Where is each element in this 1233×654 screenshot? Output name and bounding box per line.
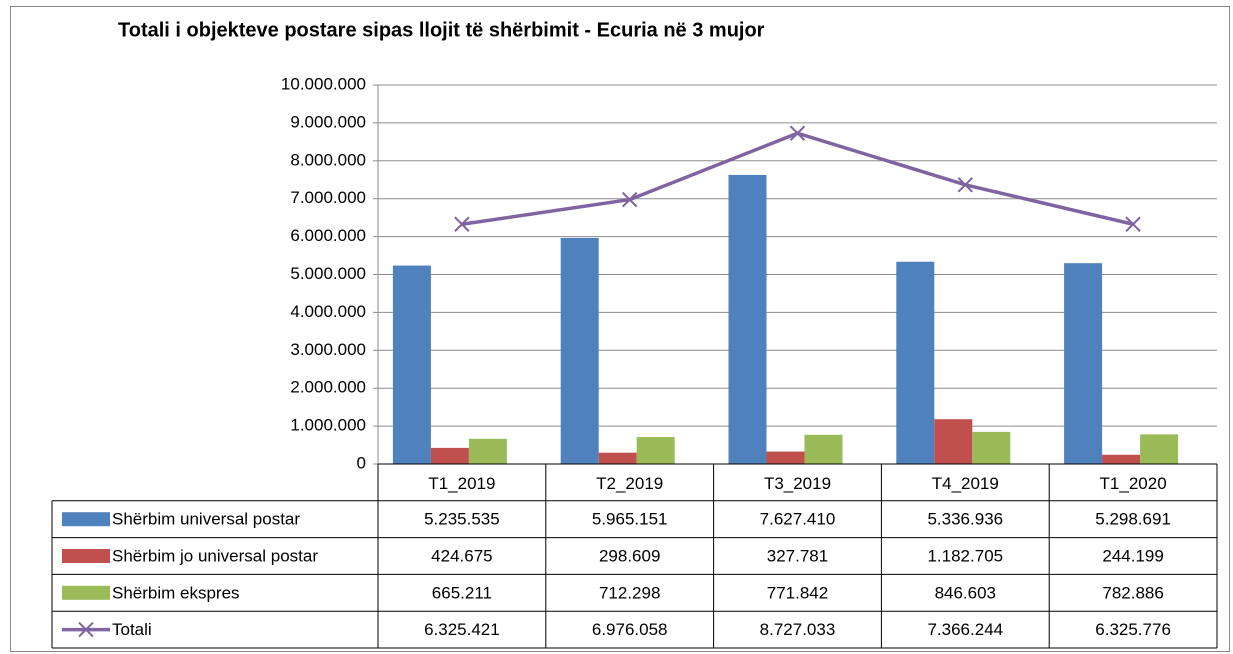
table-value: 712.298 [599,583,660,602]
table-value: 298.609 [599,546,660,565]
table-value: 6.325.776 [1095,620,1171,639]
bar [896,261,935,464]
y-tick-label: 7.000.000 [290,188,366,207]
y-tick-label: 6.000.000 [290,226,366,245]
marker [621,191,638,208]
legend-key [62,585,110,600]
bar [766,451,805,464]
chart-title: Totali i objekteve postare sipas llojit … [118,19,765,41]
bar [1102,454,1141,464]
y-tick-label: 5.000.000 [290,264,366,283]
x-tick-label: T1_2020 [1100,474,1167,493]
y-tick-label: 2.000.000 [290,378,366,397]
legend-key [62,512,110,527]
table-value: 7.366.244 [927,620,1003,639]
bar [972,431,1011,464]
x-tick-label: T2_2019 [596,474,663,493]
y-tick-label: 4.000.000 [290,302,366,321]
bar [430,447,469,464]
bar [392,265,431,464]
marker [957,177,974,193]
marker [1125,216,1141,232]
y-tick-label: 8.000.000 [290,150,366,169]
y-tick-label: 9.000.000 [290,112,366,131]
bar [728,174,767,465]
table-value: 8.727.033 [760,620,836,639]
table-value: 327.781 [767,546,828,565]
bar [560,237,599,464]
table-value: 771.842 [767,583,828,602]
marker [789,125,806,141]
y-tick-label: 0 [357,453,366,472]
bar [598,452,637,464]
bar [934,419,973,464]
legend-label: Totali [112,620,152,639]
table-value: 7.627.410 [760,510,836,529]
bar [1064,263,1103,464]
legend-label: Shërbim ekspres [112,583,240,602]
table-value: 5.336.936 [927,510,1003,529]
table-value: 665.211 [432,583,492,602]
chart-frame [10,6,1230,652]
bar [804,434,843,464]
table-value: 6.976.058 [592,620,668,639]
legend-label: Shërbim jo universal postar [112,546,318,565]
legend-key [78,621,94,638]
y-tick-label: 1.000.000 [290,416,366,435]
table-value: 846.603 [935,583,996,602]
table-value: 424.675 [431,546,492,565]
x-tick-label: T3_2019 [764,474,831,493]
y-tick-label: 10.000.000 [281,74,366,93]
marker [454,216,470,232]
table-value: 5.298.691 [1095,510,1171,529]
table-value: 6.325.421 [424,620,500,639]
table-value: 1.182.705 [927,546,1003,565]
y-tick-label: 3.000.000 [290,340,366,359]
bar [468,438,507,464]
legend-label: Shërbim universal postar [112,510,300,529]
table-value: 5.965.151 [592,510,668,529]
table-value: 5.235.535 [424,510,500,529]
bar [1140,434,1179,464]
legend-key [62,549,110,563]
table-value: 782.886 [1102,583,1163,602]
table-value: 244.199 [1102,546,1163,565]
x-tick-label: T4_2019 [932,474,999,493]
bar [636,437,675,464]
x-tick-label: T1_2019 [428,474,495,493]
